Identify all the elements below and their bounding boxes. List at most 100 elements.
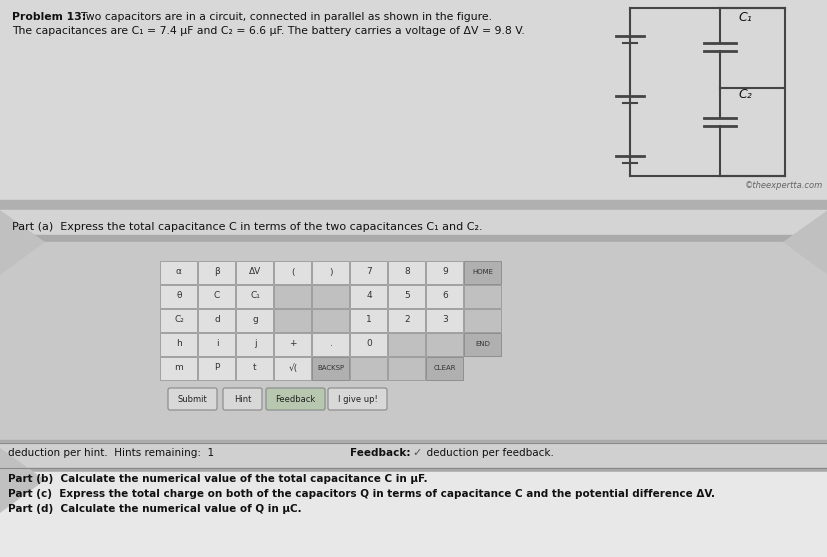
FancyBboxPatch shape	[464, 309, 501, 331]
FancyBboxPatch shape	[160, 309, 198, 331]
FancyBboxPatch shape	[388, 285, 425, 307]
FancyBboxPatch shape	[388, 309, 425, 331]
FancyBboxPatch shape	[464, 333, 501, 355]
FancyBboxPatch shape	[464, 285, 501, 307]
FancyBboxPatch shape	[198, 261, 235, 284]
Text: +: +	[289, 340, 296, 349]
FancyBboxPatch shape	[275, 261, 311, 284]
Text: BACKSP: BACKSP	[317, 365, 344, 371]
FancyBboxPatch shape	[198, 356, 235, 379]
Polygon shape	[0, 448, 45, 513]
Text: 0: 0	[366, 340, 371, 349]
Text: END: END	[475, 341, 490, 347]
Text: 1: 1	[366, 315, 371, 325]
Text: The capacitances are C₁ = 7.4 μF and C₂ = 6.6 μF. The battery carries a voltage : The capacitances are C₁ = 7.4 μF and C₂ …	[12, 26, 524, 36]
FancyBboxPatch shape	[350, 333, 387, 355]
FancyBboxPatch shape	[350, 285, 387, 307]
FancyBboxPatch shape	[426, 309, 463, 331]
Text: ΔV: ΔV	[249, 267, 261, 276]
FancyBboxPatch shape	[198, 309, 235, 331]
Text: g: g	[251, 315, 257, 325]
Text: deduction per feedback.: deduction per feedback.	[419, 448, 553, 458]
Text: Problem 13:: Problem 13:	[12, 12, 86, 22]
Text: β: β	[214, 267, 220, 276]
FancyBboxPatch shape	[265, 388, 325, 410]
Text: 8: 8	[404, 267, 409, 276]
Text: deduction per hint.  Hints remaining:  1: deduction per hint. Hints remaining: 1	[8, 448, 214, 458]
FancyBboxPatch shape	[275, 356, 311, 379]
Text: α: α	[176, 267, 182, 276]
Text: .: .	[329, 340, 332, 349]
Text: C₁: C₁	[250, 291, 260, 300]
FancyBboxPatch shape	[388, 261, 425, 284]
FancyBboxPatch shape	[464, 261, 501, 284]
Text: HOME: HOME	[472, 269, 493, 275]
FancyBboxPatch shape	[237, 356, 273, 379]
Text: ): )	[329, 267, 332, 276]
Text: Part (c)  Express the total charge on both of the capacitors Q in terms of capac: Part (c) Express the total charge on bot…	[8, 489, 715, 499]
Text: θ: θ	[176, 291, 182, 300]
FancyBboxPatch shape	[160, 356, 198, 379]
FancyBboxPatch shape	[275, 285, 311, 307]
Text: I give up!: I give up!	[337, 394, 377, 403]
FancyBboxPatch shape	[426, 356, 463, 379]
Text: j: j	[253, 340, 256, 349]
Text: Submit: Submit	[178, 394, 207, 403]
Text: 6: 6	[442, 291, 447, 300]
Text: CLEAR: CLEAR	[433, 365, 456, 371]
FancyBboxPatch shape	[222, 388, 261, 410]
Text: Feedback:: Feedback:	[350, 448, 410, 458]
Text: 3: 3	[442, 315, 447, 325]
FancyBboxPatch shape	[275, 309, 311, 331]
Text: Two capacitors are in a circuit, connected in parallel as shown in the figure.: Two capacitors are in a circuit, connect…	[74, 12, 491, 22]
Polygon shape	[782, 210, 827, 275]
FancyBboxPatch shape	[198, 333, 235, 355]
Text: C: C	[213, 291, 220, 300]
Text: C₁: C₁	[737, 11, 751, 24]
Text: (: (	[291, 267, 294, 276]
Text: t: t	[253, 364, 256, 373]
FancyBboxPatch shape	[350, 356, 387, 379]
Text: √(: √(	[288, 364, 297, 373]
FancyBboxPatch shape	[426, 333, 463, 355]
Text: h: h	[176, 340, 182, 349]
FancyBboxPatch shape	[198, 285, 235, 307]
FancyBboxPatch shape	[237, 309, 273, 331]
Text: P: P	[214, 364, 219, 373]
FancyBboxPatch shape	[160, 333, 198, 355]
FancyBboxPatch shape	[426, 261, 463, 284]
Text: Part (b)  Calculate the numerical value of the total capacitance C in μF.: Part (b) Calculate the numerical value o…	[8, 474, 427, 484]
Text: Part (d)  Calculate the numerical value of Q in μC.: Part (d) Calculate the numerical value o…	[8, 504, 301, 514]
FancyBboxPatch shape	[160, 285, 198, 307]
FancyBboxPatch shape	[327, 388, 386, 410]
Text: Hint: Hint	[233, 394, 251, 403]
FancyBboxPatch shape	[312, 285, 349, 307]
FancyBboxPatch shape	[426, 285, 463, 307]
FancyBboxPatch shape	[312, 356, 349, 379]
Text: m: m	[174, 364, 183, 373]
Text: 5: 5	[404, 291, 409, 300]
Text: Feedback: Feedback	[275, 394, 315, 403]
FancyBboxPatch shape	[168, 388, 217, 410]
FancyBboxPatch shape	[350, 261, 387, 284]
Text: i: i	[215, 340, 218, 349]
FancyBboxPatch shape	[388, 333, 425, 355]
Text: 2: 2	[404, 315, 409, 325]
Text: ©theexpertta.com: ©theexpertta.com	[743, 181, 822, 190]
Text: Part (a)  Express the total capacitance C in terms of the two capacitances C₁ an: Part (a) Express the total capacitance C…	[12, 222, 482, 232]
Text: 4: 4	[366, 291, 371, 300]
FancyBboxPatch shape	[350, 309, 387, 331]
FancyBboxPatch shape	[237, 333, 273, 355]
FancyBboxPatch shape	[312, 309, 349, 331]
FancyBboxPatch shape	[275, 333, 311, 355]
Polygon shape	[0, 210, 45, 275]
Text: d: d	[214, 315, 220, 325]
FancyBboxPatch shape	[237, 261, 273, 284]
Text: C₂: C₂	[174, 315, 184, 325]
FancyBboxPatch shape	[160, 261, 198, 284]
Text: ✓: ✓	[412, 448, 421, 458]
Text: C₂: C₂	[737, 88, 751, 101]
FancyBboxPatch shape	[388, 356, 425, 379]
Text: 9: 9	[442, 267, 447, 276]
FancyBboxPatch shape	[237, 285, 273, 307]
